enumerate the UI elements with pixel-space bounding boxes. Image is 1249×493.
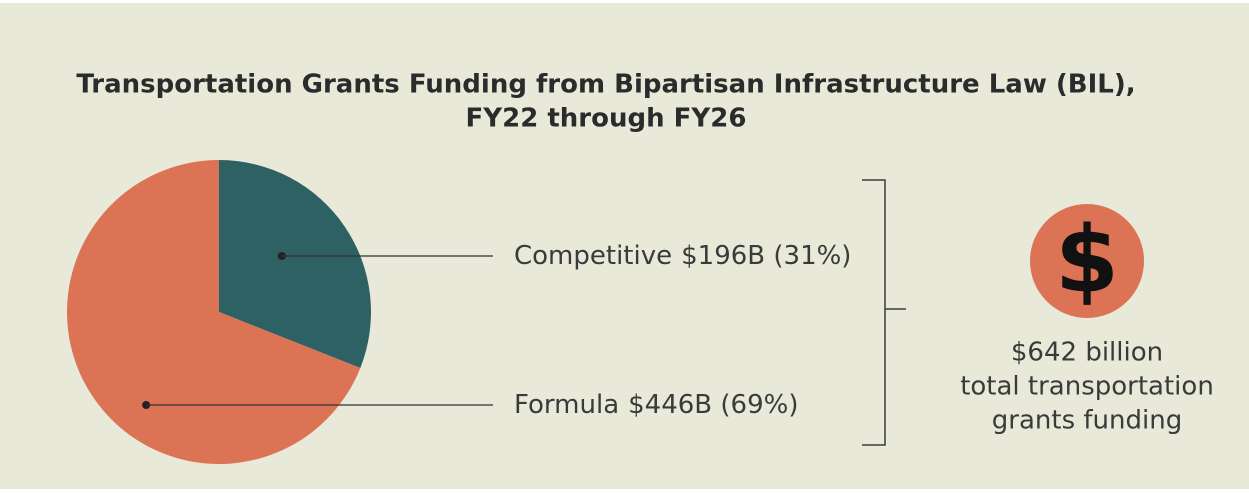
total-label: total transportation xyxy=(960,372,1214,402)
value-label: $446B (69%) xyxy=(628,390,798,420)
slice-label: Formula $446B (69%) xyxy=(514,390,799,420)
chart-title: Transportation Grants Funding from Bipar… xyxy=(76,70,1135,100)
total-label: grants funding xyxy=(992,406,1182,436)
total-label: $642 billion xyxy=(1011,338,1163,368)
icon-circle xyxy=(1030,204,1144,318)
slice-label: Competitive $196B (31%) xyxy=(514,241,851,271)
category-label: Formula xyxy=(514,390,619,420)
pie-slice xyxy=(219,160,371,368)
dollar-icon: $ xyxy=(1055,206,1119,313)
value-label: $196B (31%) xyxy=(681,241,851,271)
chart-title: FY22 through FY26 xyxy=(466,104,747,134)
bracket xyxy=(862,179,906,446)
category-label: Competitive xyxy=(514,241,672,271)
pie-slice xyxy=(66,160,361,464)
